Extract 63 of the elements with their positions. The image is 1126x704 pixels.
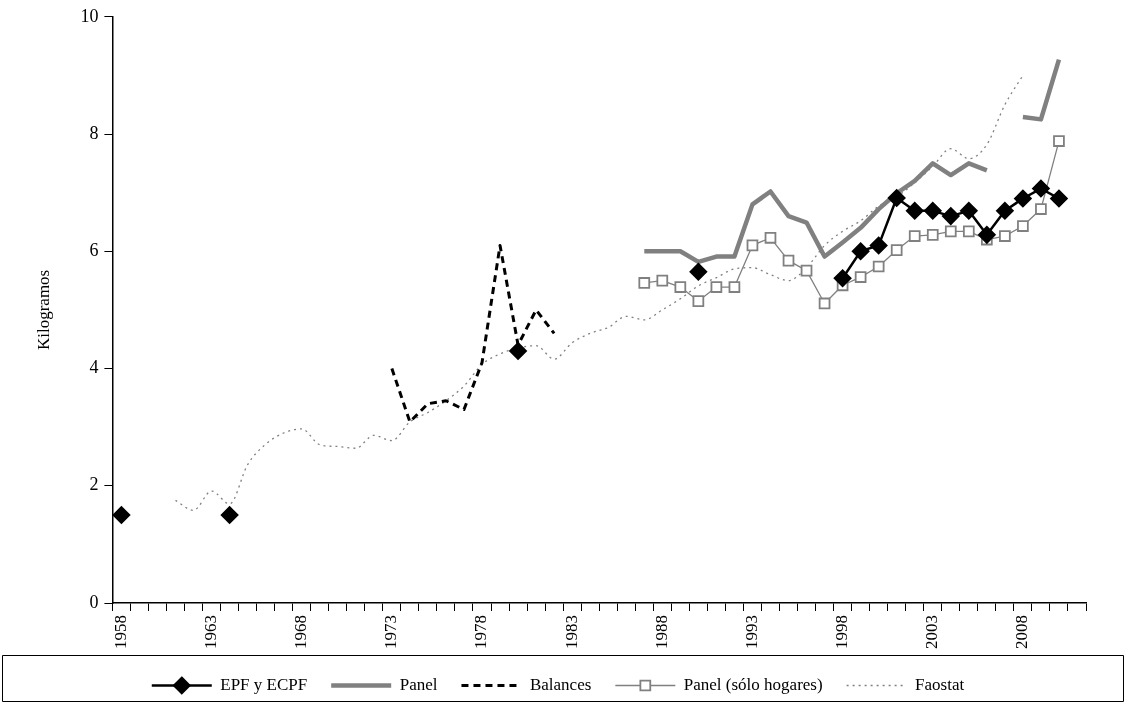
point [692, 295, 705, 307]
x-tick-label: 1993 [741, 615, 761, 649]
x-tick-label: 1963 [201, 615, 221, 649]
point [977, 225, 996, 244]
point [782, 254, 795, 267]
point [674, 281, 687, 293]
point [1035, 203, 1047, 215]
point [869, 236, 888, 255]
x-tick-label: 2008 [1012, 615, 1032, 649]
x-tick-label: 1958 [110, 615, 130, 649]
point [872, 260, 885, 273]
point [710, 281, 723, 293]
y-tick-label: 0 [89, 591, 99, 612]
y-axis-title: Kilogramos [33, 269, 53, 351]
x-tick-label: 1978 [471, 615, 491, 649]
point [746, 239, 759, 252]
point [112, 506, 131, 524]
legend-label: Faostat [915, 674, 965, 694]
point [818, 297, 831, 310]
y-tick-label: 8 [89, 122, 99, 143]
point [800, 264, 813, 277]
point [905, 201, 924, 220]
point [890, 244, 903, 256]
point [941, 207, 960, 226]
point [1032, 179, 1050, 198]
legend-label: Panel (sólo hogares) [683, 674, 823, 694]
x-tick-label: 2003 [922, 615, 942, 649]
point [1014, 189, 1032, 208]
point [689, 262, 708, 281]
x-tick-label: 1998 [832, 615, 852, 649]
point [764, 231, 777, 244]
y-tick-label: 4 [89, 357, 99, 378]
point [995, 201, 1014, 220]
point [638, 277, 651, 289]
x-tick-label: 1983 [561, 615, 581, 649]
legend-label: Balances [529, 674, 592, 694]
point [656, 274, 669, 287]
point [854, 271, 867, 283]
line-series [390, 243, 556, 424]
point [926, 229, 939, 241]
point [728, 281, 741, 293]
legend-label: EPF y ECPF [220, 674, 308, 694]
x-tick-label: 1988 [651, 615, 671, 649]
point [509, 342, 527, 360]
point [962, 225, 975, 238]
point [851, 242, 870, 261]
point [833, 269, 852, 288]
y-tick-label: 2 [89, 474, 99, 495]
point [944, 225, 957, 238]
point [999, 230, 1011, 242]
point [959, 201, 978, 220]
x-tick-label: 1973 [381, 615, 401, 649]
point [887, 189, 906, 207]
point [923, 201, 942, 220]
point [1050, 189, 1068, 208]
point [220, 506, 239, 524]
x-tick-label: 1968 [291, 615, 311, 649]
y-tick-label: 6 [89, 240, 99, 261]
point [1017, 220, 1029, 232]
point [1053, 135, 1065, 147]
point [908, 230, 921, 242]
legend-label: Panel [399, 674, 438, 694]
y-tick-label: 10 [80, 5, 99, 26]
